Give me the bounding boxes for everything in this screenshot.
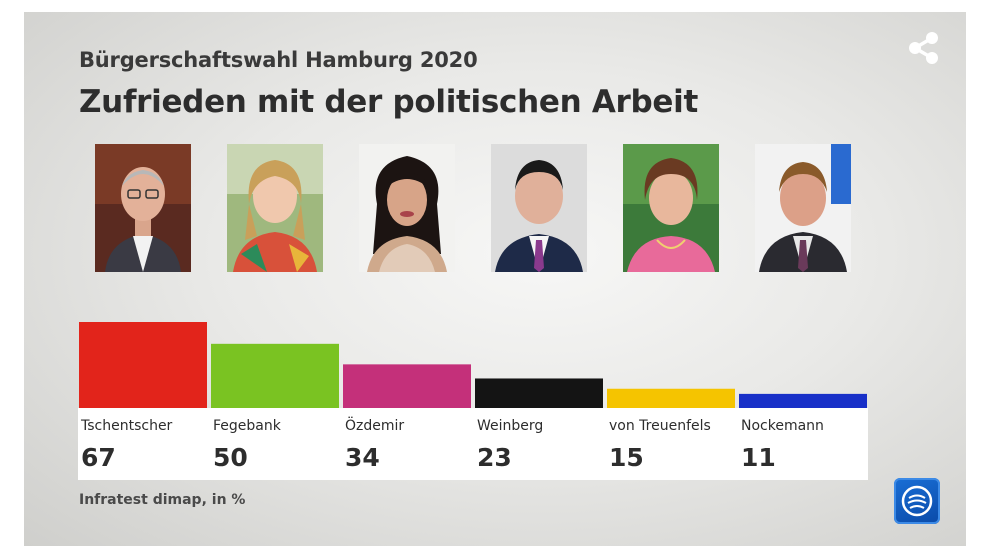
category-label-0: Tschentscher (80, 418, 173, 434)
value-label-1: 50 (213, 443, 248, 472)
value-label-2: 34 (345, 443, 380, 472)
value-label-0: 67 (81, 443, 116, 472)
portrait-nockemann (755, 144, 851, 272)
bar-3 (475, 378, 603, 408)
portrait-tschentscher (95, 144, 191, 272)
value-label-3: 23 (477, 443, 512, 472)
bar-2 (343, 364, 471, 408)
chart-card: Bürgerschaftswahl Hamburg 2020 Zufrieden… (24, 12, 966, 546)
category-label-3: Weinberg (477, 418, 543, 434)
category-label-5: Nockemann (741, 418, 824, 434)
portrait-ozdemir (359, 144, 455, 272)
source-note: Infratest dimap, in % (79, 492, 246, 508)
category-label-1: Fegebank (213, 418, 282, 434)
share-icon (909, 32, 938, 64)
bar-chart: Tschentscher 67 Fegebank 50 Özdemir 34 Weinber… (79, 322, 867, 472)
portrait-weinberg (491, 144, 587, 272)
value-label-5: 11 (741, 443, 776, 472)
share-button[interactable] (904, 28, 944, 68)
portrait-fegebank (227, 144, 323, 272)
bar-0 (79, 322, 207, 408)
chart-subtitle: Bürgerschaftswahl Hamburg 2020 (79, 48, 478, 72)
labels-panel (78, 408, 868, 480)
portrait-von-treuenfels (623, 144, 719, 272)
value-label-4: 15 (609, 443, 644, 472)
category-label-2: Özdemir (345, 416, 404, 434)
tagesschau-logo-icon (894, 478, 940, 524)
chart-title: Zufrieden mit der politischen Arbeit (79, 84, 698, 120)
bar-4 (607, 388, 735, 408)
category-label-4: von Treuenfels (609, 418, 711, 434)
bar-1 (211, 343, 339, 408)
bar-5 (739, 393, 867, 408)
